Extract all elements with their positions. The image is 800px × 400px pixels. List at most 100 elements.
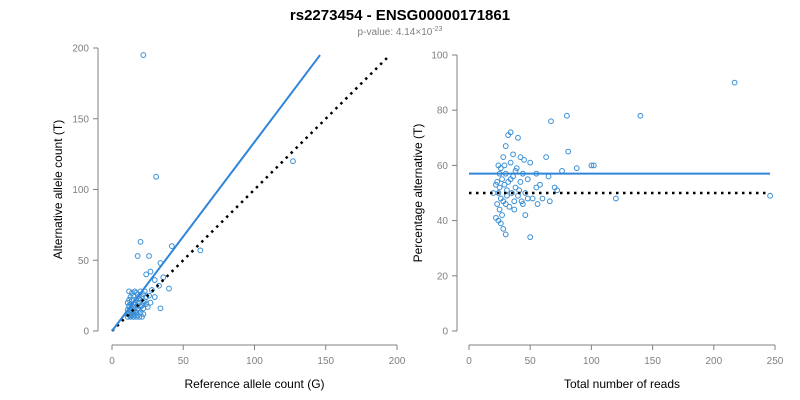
data-point: [590, 162, 597, 169]
data-point: [517, 179, 524, 185]
x-tick-label: 200: [705, 356, 722, 367]
fit-line: [111, 54, 321, 332]
data-point: [529, 195, 536, 202]
data-point: [573, 165, 580, 172]
y-tick-label: 150: [72, 114, 89, 125]
x-tick-label: 200: [389, 356, 406, 367]
data-point: [548, 118, 554, 125]
data-point: [495, 162, 502, 169]
data-point: [502, 143, 509, 149]
data-point: [533, 184, 540, 191]
x-tick-label: 50: [178, 356, 190, 367]
data-point: [151, 277, 158, 283]
data-point: [160, 274, 167, 281]
y-tick-label: 0: [442, 327, 448, 338]
p-value-text: p-value: 4.14×10: [358, 27, 433, 38]
x-tick-label: 100: [583, 356, 600, 367]
x-tick-label: 100: [246, 356, 263, 367]
data-point: [502, 201, 509, 207]
y-tick-label: 200: [72, 44, 89, 55]
data-point: [149, 287, 155, 293]
y-tick-label: 20: [437, 271, 449, 282]
data-point: [493, 181, 499, 188]
data-point: [499, 176, 505, 183]
chart-title: rs2273454 - ENSG00000171861: [290, 7, 510, 24]
data-point: [507, 159, 514, 166]
data-point: [510, 151, 516, 158]
y-tick-label: 40: [437, 216, 449, 227]
data-point: [143, 271, 150, 278]
data-point: [151, 294, 158, 300]
data-point: [507, 129, 514, 136]
data-point: [139, 313, 145, 320]
y-tick-label: 100: [72, 185, 89, 196]
data-point: [537, 181, 543, 188]
data-point: [290, 158, 296, 165]
chart-subtitle: p-value: 4.14×10-23: [358, 26, 443, 38]
data-point: [501, 181, 508, 188]
data-point: [168, 243, 175, 250]
data-point: [137, 238, 144, 245]
data-point: [564, 112, 570, 119]
data-point: [527, 234, 534, 241]
data-point: [130, 313, 137, 320]
data-point: [637, 112, 644, 119]
data-point: [497, 220, 504, 227]
data-point: [731, 79, 738, 86]
p-value-exponent: -23: [432, 26, 442, 33]
data-point: [494, 201, 501, 207]
x-tick-label: 0: [109, 356, 115, 367]
data-point: [139, 294, 145, 300]
data-point: [146, 253, 152, 259]
data-point: [153, 173, 160, 180]
data-point: [504, 187, 510, 194]
data-point: [511, 206, 518, 213]
data-point: [518, 198, 525, 205]
data-point: [500, 225, 507, 232]
data-point: [134, 253, 141, 259]
x-axis-label: Reference allele count (G): [184, 377, 324, 391]
data-point: [501, 162, 508, 169]
data-point: [524, 195, 531, 202]
y-tick-label: 60: [437, 161, 449, 172]
data-point: [499, 212, 505, 218]
y-axis-label: Percentage alternative (T): [411, 124, 425, 263]
data-point: [559, 168, 565, 174]
data-point: [522, 190, 529, 196]
data-point: [136, 313, 142, 320]
x-tick-label: 0: [466, 356, 472, 367]
data-point: [545, 173, 552, 180]
scatter-panel-right: 0 50 100 150 200 250 0 20 40 60 80 100 Total number …: [411, 51, 784, 392]
x-tick-label: 50: [525, 356, 537, 367]
data-point: [140, 305, 147, 312]
data-point: [515, 192, 521, 199]
x-tick-label: 250: [767, 356, 784, 367]
y-axis-label: Alternative allele count (T): [51, 120, 65, 259]
data-point: [515, 134, 521, 141]
data-point: [506, 203, 513, 210]
y-tick-label: 50: [78, 256, 90, 267]
data-point: [500, 154, 507, 161]
data-point: [502, 231, 509, 238]
data-point: [588, 162, 595, 169]
x-tick-label: 150: [644, 356, 661, 367]
data-point: [612, 195, 619, 202]
x-axis-label: Total number of reads: [564, 377, 680, 391]
data-point: [508, 190, 515, 196]
data-point: [140, 52, 147, 58]
y-tick-label: 0: [83, 327, 89, 338]
data-point: [546, 198, 553, 205]
data-point: [543, 154, 550, 161]
data-point: [519, 201, 526, 207]
data-point: [522, 212, 529, 218]
data-point: [126, 288, 133, 295]
y-tick-label: 80: [437, 106, 449, 117]
data-point: [127, 294, 134, 300]
reference-line: [111, 54, 391, 332]
data-point: [524, 176, 531, 183]
data-point: [157, 305, 164, 312]
data-point: [554, 187, 561, 194]
data-point: [140, 311, 147, 317]
